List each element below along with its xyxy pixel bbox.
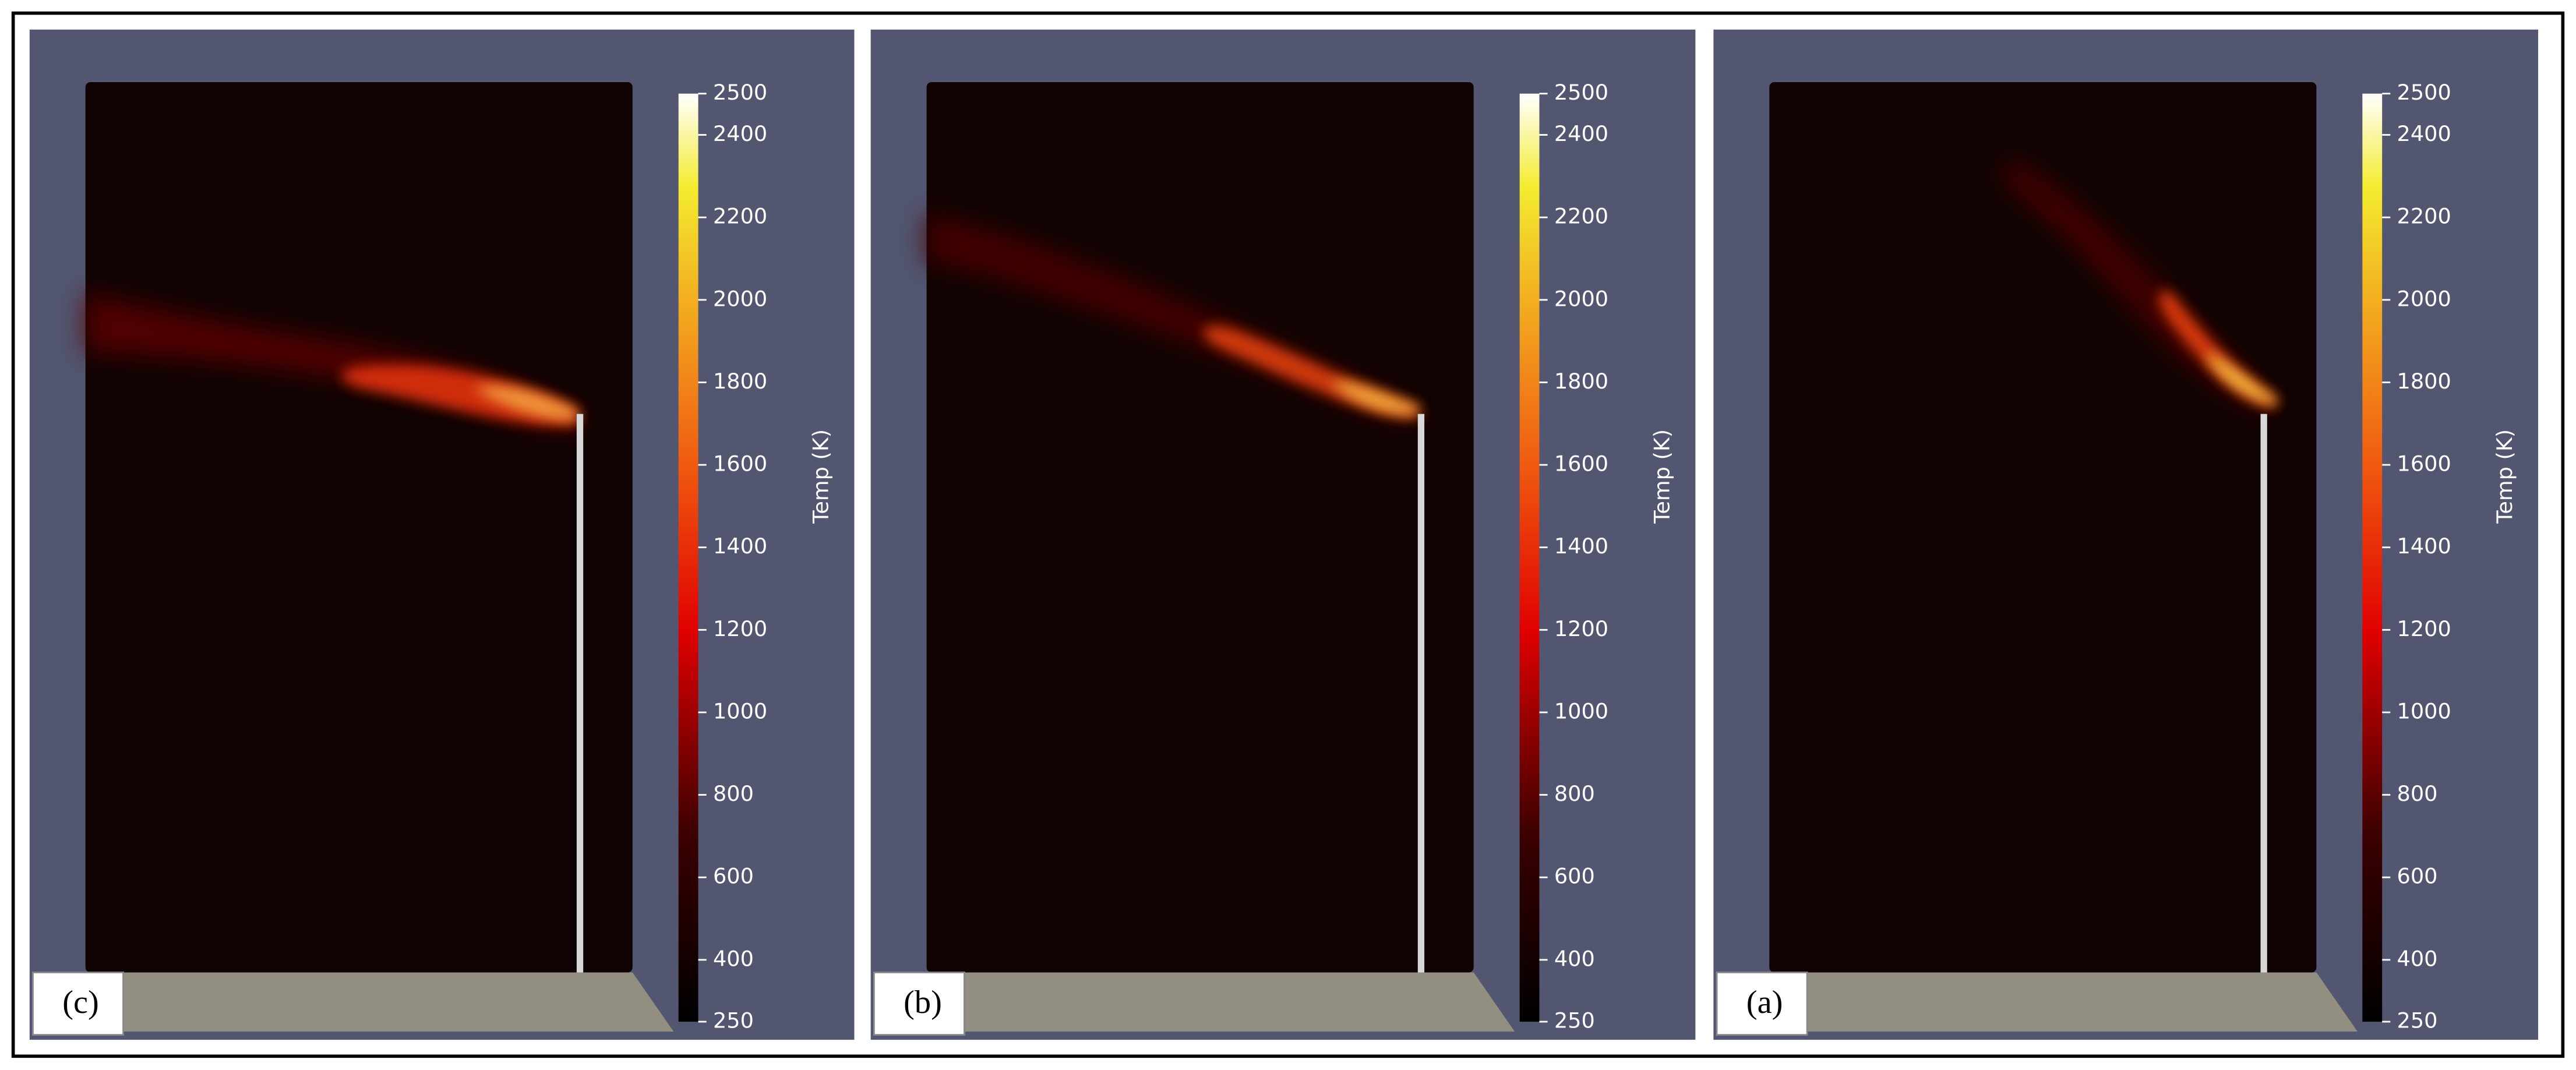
colorbar-title: Temp (K) — [808, 429, 833, 524]
ground — [1807, 972, 2358, 1032]
stack — [2260, 414, 2267, 973]
colorbar-tick-label: 2200 — [713, 204, 767, 229]
panel-label: (b) — [904, 984, 942, 1020]
colorbar — [2362, 93, 2383, 1022]
colorbar-tick-label: 1600 — [1554, 451, 1608, 476]
colorbar-tick-label: 1400 — [1554, 534, 1608, 559]
colorbar-tick-label: 250 — [2397, 1008, 2438, 1033]
colorbar-tick-label: 2400 — [1554, 121, 1608, 146]
figure-border — [11, 11, 2565, 1058]
colorbar — [678, 93, 698, 1022]
colorbar-tick-label: 1400 — [2397, 534, 2451, 559]
colorbar-tick-label: 2400 — [2397, 121, 2451, 146]
colorbar-tick-label: 2500 — [1554, 80, 1608, 105]
colorbar-tick-label: 600 — [1554, 864, 1595, 889]
stack — [576, 414, 584, 973]
colorbar-title: Temp (K) — [2492, 429, 2517, 524]
panel-label: (c) — [62, 984, 99, 1020]
plume — [2000, 156, 2279, 411]
colorbar-tick-label: 1200 — [713, 616, 767, 641]
plume-layer — [1331, 381, 1420, 415]
label-box — [873, 972, 965, 1036]
plume-layer — [2159, 290, 2279, 408]
colorbar-title: Temp (K) — [1649, 429, 1674, 524]
colorbar-tick-label: 1200 — [2397, 616, 2451, 641]
panel: 250 400 600 800 1000 1200 1400 1600 1800 2000 2200… — [1713, 29, 2539, 1040]
colorbar-tick-label: 400 — [2397, 946, 2438, 971]
plume — [926, 213, 1420, 421]
colorbar-tick-label: 1800 — [2397, 369, 2451, 394]
ground — [964, 972, 1515, 1032]
colorbar-tick-label: 2500 — [2397, 80, 2451, 105]
colorbar-tick-label: 250 — [1554, 1008, 1595, 1033]
colorbar-tick-label: 400 — [713, 946, 754, 971]
colorbar-tick-label: 1400 — [713, 534, 767, 559]
label-box — [1716, 972, 1808, 1036]
colorbar-tick-label: 2500 — [713, 80, 767, 105]
colorbar-tick-label: 800 — [713, 781, 754, 806]
colorbar-tick-label: 1600 — [2397, 451, 2451, 476]
colorbar-tick-label: 1800 — [1554, 369, 1608, 394]
colorbar-tick-label: 250 — [713, 1008, 754, 1033]
colorbar-tick-label: 2000 — [2397, 286, 2451, 311]
colorbar-tick-label: 600 — [2397, 864, 2438, 889]
panel-label: (a) — [1746, 984, 1783, 1020]
colorbar-tick-label: 600 — [713, 864, 754, 889]
ground — [123, 972, 674, 1032]
colorbar-tick-label: 1800 — [713, 369, 767, 394]
plume — [85, 292, 578, 430]
plume-layer — [2206, 351, 2279, 404]
panel: 250 400 600 800 1000 1200 1400 1600 1800 2000 2200… — [29, 29, 855, 1040]
colorbar-tick-label: 1600 — [713, 451, 767, 476]
colorbar-tick-label: 2200 — [2397, 204, 2451, 229]
stack — [1417, 414, 1425, 973]
colorbar-tick-label: 2400 — [713, 121, 767, 146]
colorbar-tick-label: 400 — [1554, 946, 1595, 971]
colorbar-tick-label: 800 — [2397, 781, 2438, 806]
colorbar — [1519, 93, 1540, 1022]
label-box — [32, 972, 124, 1036]
colorbar-tick-label: 2000 — [713, 286, 767, 311]
panel: 250 400 600 800 1000 1200 1400 1600 1800 2000 2200… — [870, 29, 1696, 1040]
domain — [926, 82, 1474, 973]
colorbar-tick-label: 800 — [1554, 781, 1595, 806]
colorbar-tick-label: 2200 — [1554, 204, 1608, 229]
colorbar-tick-label: 1000 — [2397, 698, 2451, 723]
colorbar-tick-label: 2000 — [1554, 286, 1608, 311]
plume-layer — [473, 386, 578, 421]
domain — [85, 82, 633, 973]
colorbar-tick-label: 1000 — [1554, 698, 1608, 723]
colorbar-tick-label: 1200 — [1554, 616, 1608, 641]
colorbar-tick-label: 1000 — [713, 698, 767, 723]
